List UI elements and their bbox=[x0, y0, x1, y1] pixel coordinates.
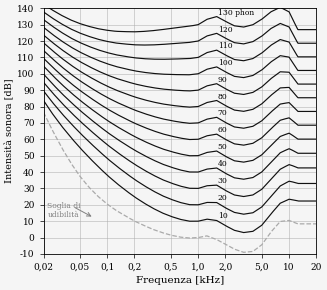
Text: Soglia di
udibilità: Soglia di udibilità bbox=[47, 202, 81, 219]
Y-axis label: Intensità sonora [dB]: Intensità sonora [dB] bbox=[5, 79, 14, 184]
Text: 10: 10 bbox=[218, 212, 228, 220]
Text: 100: 100 bbox=[218, 59, 232, 67]
Text: 110: 110 bbox=[218, 42, 232, 50]
Text: 70: 70 bbox=[218, 109, 228, 117]
Text: 90: 90 bbox=[218, 76, 228, 84]
X-axis label: Frequenza [kHz]: Frequenza [kHz] bbox=[136, 276, 224, 285]
Text: 80: 80 bbox=[218, 93, 228, 101]
Text: 20: 20 bbox=[218, 194, 228, 202]
Text: 40: 40 bbox=[218, 160, 228, 168]
Text: 30: 30 bbox=[218, 177, 228, 185]
Text: 60: 60 bbox=[218, 126, 228, 134]
Text: 130 phon: 130 phon bbox=[218, 9, 254, 17]
Text: 120: 120 bbox=[218, 26, 232, 34]
Text: 50: 50 bbox=[218, 143, 228, 151]
